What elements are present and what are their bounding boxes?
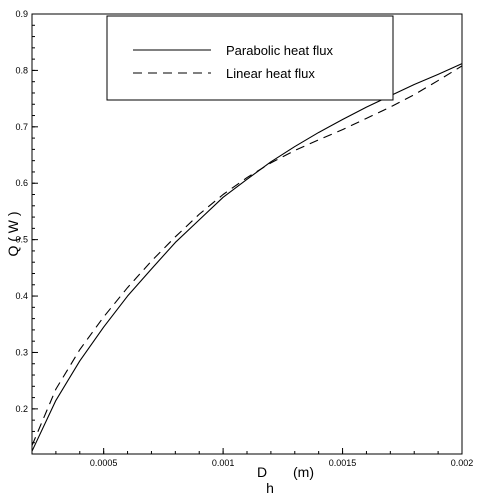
- y-tick-label: 0.2: [15, 404, 28, 414]
- x-axis-label-unit: (m): [293, 464, 314, 480]
- y-tick-label: 0.8: [15, 65, 28, 75]
- legend: Parabolic heat flux Linear heat flux: [106, 15, 394, 101]
- y-tick-label: 0.7: [15, 122, 28, 132]
- y-tick-label: 0.9: [15, 9, 28, 19]
- y-tick-label: 0.6: [15, 178, 28, 188]
- x-tick-label: 0.0015: [329, 458, 357, 468]
- series-layer: [31, 63, 463, 452]
- x-tick-label: 0.0005: [90, 458, 118, 468]
- legend-label-linear: Linear heat flux: [226, 66, 315, 81]
- legend-label-parabolic: Parabolic heat flux: [226, 43, 333, 58]
- x-tick-label: 0.002: [451, 458, 474, 468]
- y-tick-label: 0.5: [15, 235, 28, 245]
- y-tick-label: 0.3: [15, 347, 28, 357]
- x-axis-ticks: 0.0005 0.001 0.0015 0.002: [90, 448, 473, 468]
- x-axis-label-main: D: [257, 464, 267, 480]
- y-axis-label: Q ( W ): [5, 211, 21, 256]
- y-axis-ticks: 0.2 0.3 0.4 0.5 0.6 0.7 0.8 0.9: [15, 9, 38, 414]
- series-line-parabolic: [31, 63, 463, 452]
- x-tick-label: 0.001: [212, 458, 235, 468]
- y-tick-label: 0.4: [15, 291, 28, 301]
- x-axis-label-subscript: h: [266, 480, 274, 496]
- legend-box: [106, 15, 394, 101]
- series-line-linear: [31, 65, 463, 446]
- plot-frame: [31, 13, 463, 455]
